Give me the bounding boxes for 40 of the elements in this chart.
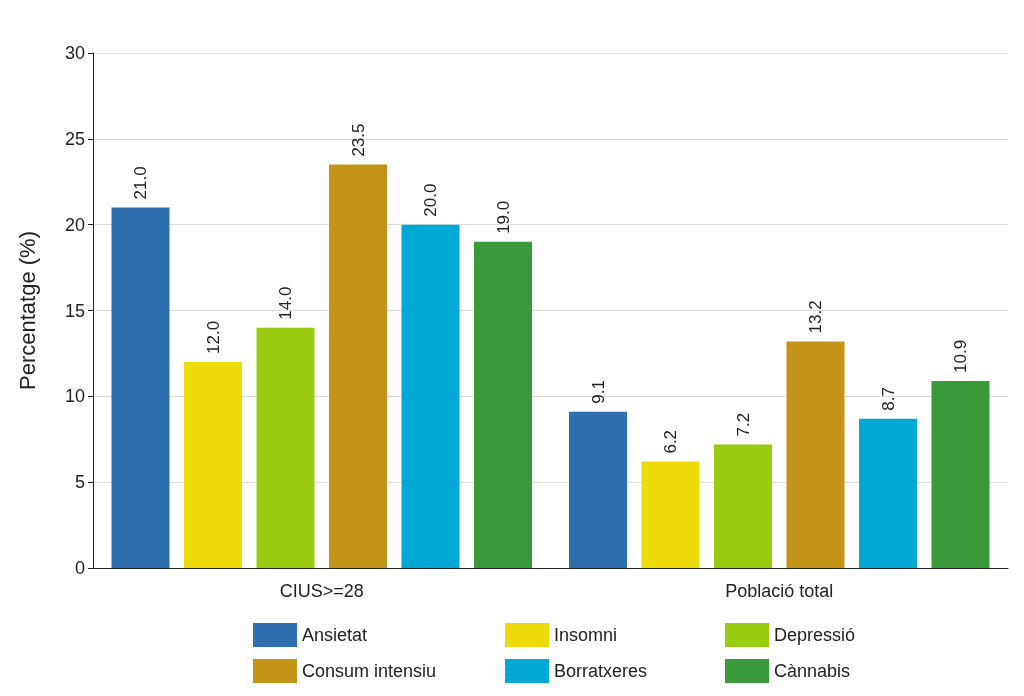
- legend-label: Ansietat: [302, 625, 368, 645]
- bar: [329, 164, 387, 568]
- y-tick-label: 10: [64, 386, 85, 407]
- data-label: 9.1: [588, 380, 608, 404]
- x-tick-label: Població total: [725, 581, 834, 601]
- data-label: 12.0: [203, 320, 223, 354]
- bar: [474, 241, 532, 568]
- x-tick-label: CIUS>=28: [279, 581, 364, 601]
- y-tick-label: 15: [64, 300, 85, 321]
- data-label: 23.5: [348, 123, 368, 157]
- legend-label: Consum intensiu: [302, 661, 437, 681]
- data-label: 6.2: [661, 429, 680, 454]
- data-label: 8.7: [878, 387, 898, 411]
- bar: [256, 327, 315, 568]
- bar: [786, 341, 845, 568]
- y-axis-title: Percentatge (%): [14, 231, 40, 390]
- legend-label: Borratxeres: [554, 661, 648, 681]
- bar: [931, 380, 990, 568]
- y-tick-label: 5: [74, 472, 85, 493]
- data-label: 21.0: [131, 166, 150, 200]
- data-label: 7.2: [733, 412, 753, 437]
- y-tick-label: 30: [64, 43, 85, 63]
- data-label: 14.0: [276, 286, 295, 320]
- data-label: 19.0: [493, 200, 513, 234]
- data-label: 20.0: [421, 183, 440, 217]
- bar: [184, 362, 242, 568]
- legend-label: Depressió: [774, 625, 856, 645]
- legend-label: Cànnabis: [774, 661, 851, 681]
- legend-label: Insomni: [554, 625, 618, 645]
- data-label: 13.2: [806, 300, 825, 334]
- bar: [641, 461, 700, 568]
- data-label: 10.9: [951, 339, 970, 373]
- y-tick-label: 20: [64, 214, 85, 235]
- y-tick-label: 0: [74, 558, 85, 578]
- bar: [111, 207, 170, 568]
- y-tick-label: 25: [64, 128, 85, 149]
- bar: [714, 444, 772, 568]
- bar: [401, 224, 460, 568]
- bar: [569, 411, 627, 568]
- bar: [859, 418, 917, 568]
